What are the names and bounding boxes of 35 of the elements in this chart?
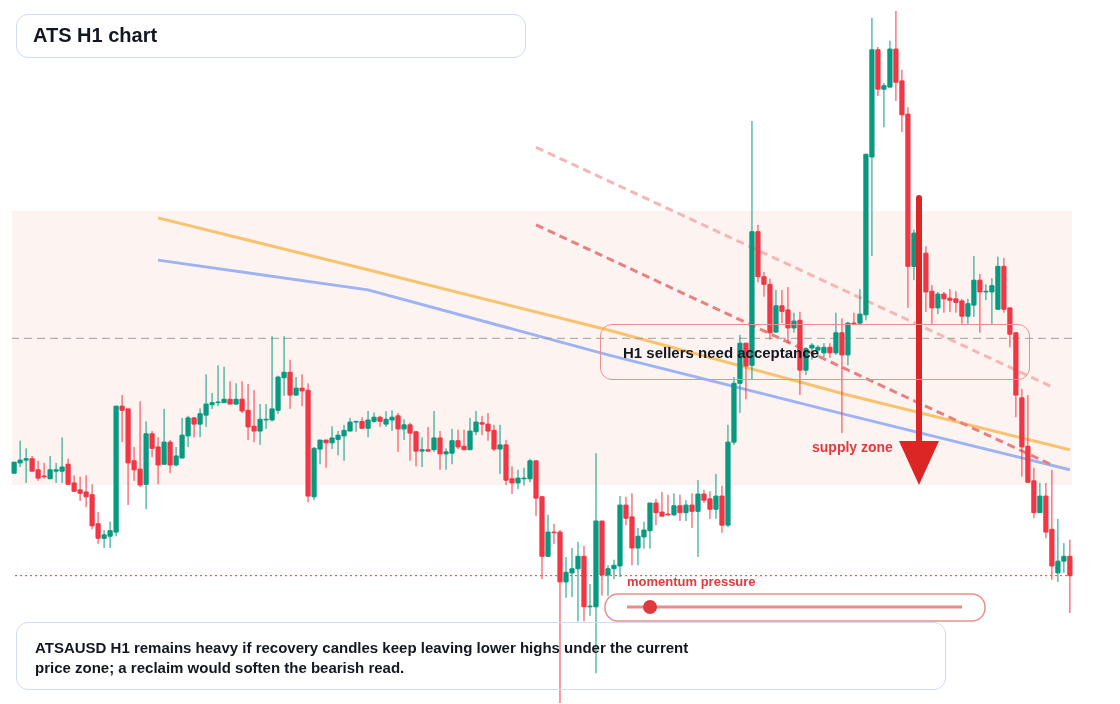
candlestick (671, 492, 677, 517)
candlestick (713, 473, 719, 520)
candlestick (689, 492, 695, 529)
band-label: supply zone (812, 439, 894, 456)
candlestick (437, 430, 443, 471)
annotation: momentum pressure (627, 574, 756, 589)
candlestick (323, 439, 329, 469)
candlestick (191, 416, 197, 438)
candlestick (839, 317, 845, 434)
candlestick (683, 499, 689, 522)
annotation: ATSAUSD H1 remains heavy if recovery candles keep leaving lower highs under the current price zone; a reclaim would soften the bearish read. (35, 638, 690, 678)
candlestick (695, 479, 701, 558)
candlestick (425, 426, 431, 453)
candlestick (227, 380, 233, 405)
candlestick (293, 376, 299, 397)
candlestick (401, 418, 407, 441)
candlestick (1067, 539, 1073, 614)
candlestick (851, 312, 857, 326)
candlestick (377, 415, 383, 428)
candlestick (419, 436, 425, 468)
candlestick (497, 424, 503, 475)
candlestick (827, 342, 833, 359)
candlestick (677, 494, 683, 522)
candlestick (431, 410, 437, 453)
candlestick (935, 291, 941, 315)
note-box: ATSAUSD H1 remains heavy if recovery candles keep leaving lower highs under the current price zone; a reclaim would soften the bearish read. (16, 622, 946, 690)
candlestick (161, 408, 167, 465)
candlestick (1037, 482, 1043, 514)
candlestick (233, 382, 239, 406)
candlestick (395, 412, 401, 453)
candlestick (167, 439, 173, 474)
candlestick (287, 359, 293, 410)
candlestick (977, 273, 983, 334)
candlestick (833, 312, 839, 356)
title-box: ATS H1 chart (16, 14, 526, 58)
